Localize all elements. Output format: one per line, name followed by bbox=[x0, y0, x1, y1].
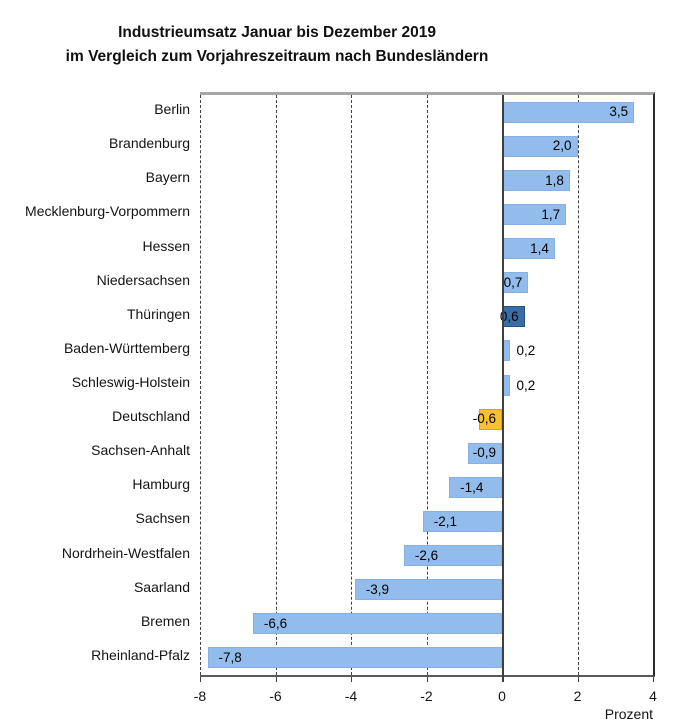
category-label-sachsen-anhalt: Sachsen-Anhalt bbox=[91, 442, 190, 459]
x-tick-label: -6 bbox=[269, 688, 282, 704]
value-label: -7,8 bbox=[218, 650, 242, 666]
value-label: -0,9 bbox=[472, 445, 496, 461]
category-label-bayern: Bayern bbox=[145, 169, 190, 186]
value-label: -6,6 bbox=[263, 616, 288, 632]
category-label-deutschland: Deutschland bbox=[112, 408, 190, 425]
category-axis: Berlin Brandenburg Bayern Mecklenburg-Vorpo… bbox=[0, 92, 190, 677]
bar-hessen: 1,4 bbox=[502, 238, 555, 260]
gridline--4 bbox=[351, 95, 352, 675]
bar-sachsen-anhalt: -0,9 bbox=[468, 442, 502, 464]
gridline-2 bbox=[577, 95, 579, 675]
x-tick-mark bbox=[577, 677, 579, 682]
category-label-hessen: Hessen bbox=[142, 237, 190, 254]
bar-berlin: 3,5 bbox=[502, 101, 635, 123]
category-label-baden-w-rttemberg: Baden-Württemberg bbox=[63, 339, 190, 356]
x-tick-mark bbox=[275, 677, 277, 682]
bar-th-ringen: 0,6 bbox=[499, 306, 525, 328]
x-tick-label: 0 bbox=[498, 688, 506, 704]
value-label: 0,6 bbox=[499, 309, 519, 324]
x-tick-label: 2 bbox=[573, 688, 582, 704]
value-label: 0,7 bbox=[503, 274, 523, 290]
category-label-mecklenburg-vorpommern: Mecklenburg-Vorpommern bbox=[25, 203, 190, 220]
x-tick-label: -4 bbox=[344, 688, 358, 704]
value-label: -3,9 bbox=[365, 581, 390, 597]
bar-brandenburg: 2,0 bbox=[502, 135, 578, 157]
bar-saarland: -3,9 bbox=[354, 579, 502, 601]
x-tick-label: -8 bbox=[193, 688, 207, 704]
bar-mecklenburg-vorpommern: 1,7 bbox=[502, 203, 567, 225]
category-label-bremen: Bremen bbox=[140, 612, 190, 629]
gridline--6 bbox=[275, 95, 277, 675]
value-label: 1,4 bbox=[530, 240, 549, 256]
zero-line bbox=[502, 95, 504, 682]
x-tick-label: 4 bbox=[649, 688, 657, 704]
value-label: 0,2 bbox=[516, 377, 536, 393]
bar-bremen: -6,6 bbox=[252, 613, 502, 635]
bar-deutschland: -0,6 bbox=[473, 408, 502, 430]
gridline--2 bbox=[426, 95, 428, 675]
category-label-brandenburg: Brandenburg bbox=[109, 135, 190, 152]
bar-rheinland-pfalz: -7,8 bbox=[207, 647, 502, 669]
value-label: 1,8 bbox=[545, 172, 564, 188]
category-label-nordrhein-westfalen: Nordrhein-Westfalen bbox=[61, 544, 190, 561]
plot-area: 3,5 2,0 1,8 1,7 1,4 0,7 0,6 0,2 0,2 -0,6 -0,9 -1,4 -… bbox=[200, 92, 655, 682]
gridline--8 bbox=[200, 95, 201, 675]
value-label: -2,6 bbox=[414, 547, 439, 563]
plot-inner: 3,5 2,0 1,8 1,7 1,4 0,7 0,6 0,2 0,2 -0,6 -0,9 -1,4 -… bbox=[200, 95, 653, 682]
bar-nordrhein-westfalen: -2,6 bbox=[403, 545, 502, 567]
value-label: -2,1 bbox=[433, 513, 457, 529]
value-label: -1,4 bbox=[460, 479, 484, 495]
value-label: -0,6 bbox=[472, 411, 496, 427]
category-label-th-ringen: Thüringen bbox=[126, 305, 190, 322]
category-label-berlin: Berlin bbox=[154, 101, 190, 118]
category-label-saarland: Saarland bbox=[133, 578, 190, 595]
chart-title-line1: Industrieumsatz Januar bis Dezember 2019 bbox=[118, 24, 436, 41]
x-tick-mark bbox=[351, 677, 352, 682]
bar-sachsen: -2,1 bbox=[422, 510, 502, 532]
value-label: 2,0 bbox=[552, 138, 572, 154]
chart-title-line2: im Vergleich zum Vorjahreszeitraum nach … bbox=[65, 48, 489, 65]
x-tick-mark bbox=[653, 677, 654, 682]
x-tick-mark bbox=[200, 677, 201, 682]
bar-niedersachsen: 0,7 bbox=[502, 272, 529, 294]
category-label-rheinland-pfalz: Rheinland-Pfalz bbox=[91, 646, 190, 663]
bar-hamburg: -1,4 bbox=[449, 476, 502, 498]
value-label: 1,7 bbox=[541, 206, 561, 222]
category-label-niedersachsen: Niedersachsen bbox=[96, 271, 190, 288]
x-axis-unit-label: Prozent bbox=[604, 706, 653, 722]
value-label: 0,2 bbox=[516, 343, 536, 359]
x-tick-mark bbox=[426, 677, 428, 682]
bar-bayern: 1,8 bbox=[502, 169, 570, 191]
category-label-sachsen: Sachsen bbox=[135, 510, 190, 527]
chart-title: Industrieumsatz Januar bis Dezember 2019… bbox=[0, 21, 554, 69]
value-label: 3,5 bbox=[609, 104, 629, 120]
category-label-schleswig-holstein: Schleswig-Holstein bbox=[71, 373, 190, 390]
x-tick-label: -2 bbox=[420, 688, 433, 704]
category-label-hamburg: Hamburg bbox=[132, 476, 190, 493]
